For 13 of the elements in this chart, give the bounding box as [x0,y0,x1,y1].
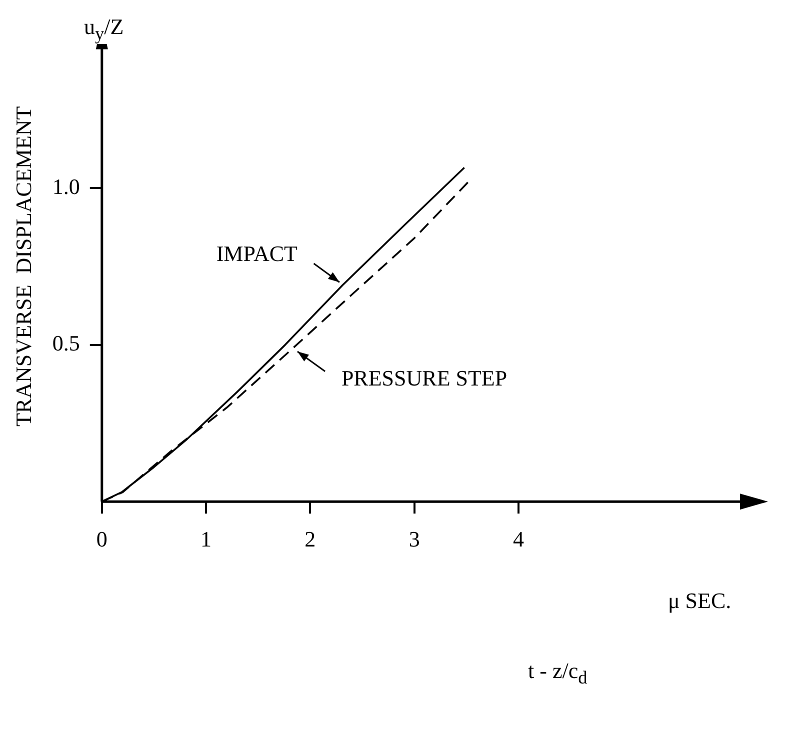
x-tick-label: 1 [200,526,212,552]
text: IMPACT [216,240,298,266]
y-tick-label: 0.5 [52,330,80,356]
annotation: u$_{y}$/Z [84,14,124,44]
x-tick-label: 3 [408,526,420,552]
text: PRESSURE STEP [341,365,508,390]
text: μ SEC. [668,588,732,614]
x-tick-label: 0 [96,526,108,552]
x-axis-title: t - z/c$_{d}$ [528,658,588,688]
x-tick-label: 4 [512,526,524,552]
y-tick-label: 1.0 [52,174,80,199]
x-tick-label: 2 [304,526,316,552]
y-axis-title: TRANSVERSE DISPLACEMENT [10,106,36,427]
